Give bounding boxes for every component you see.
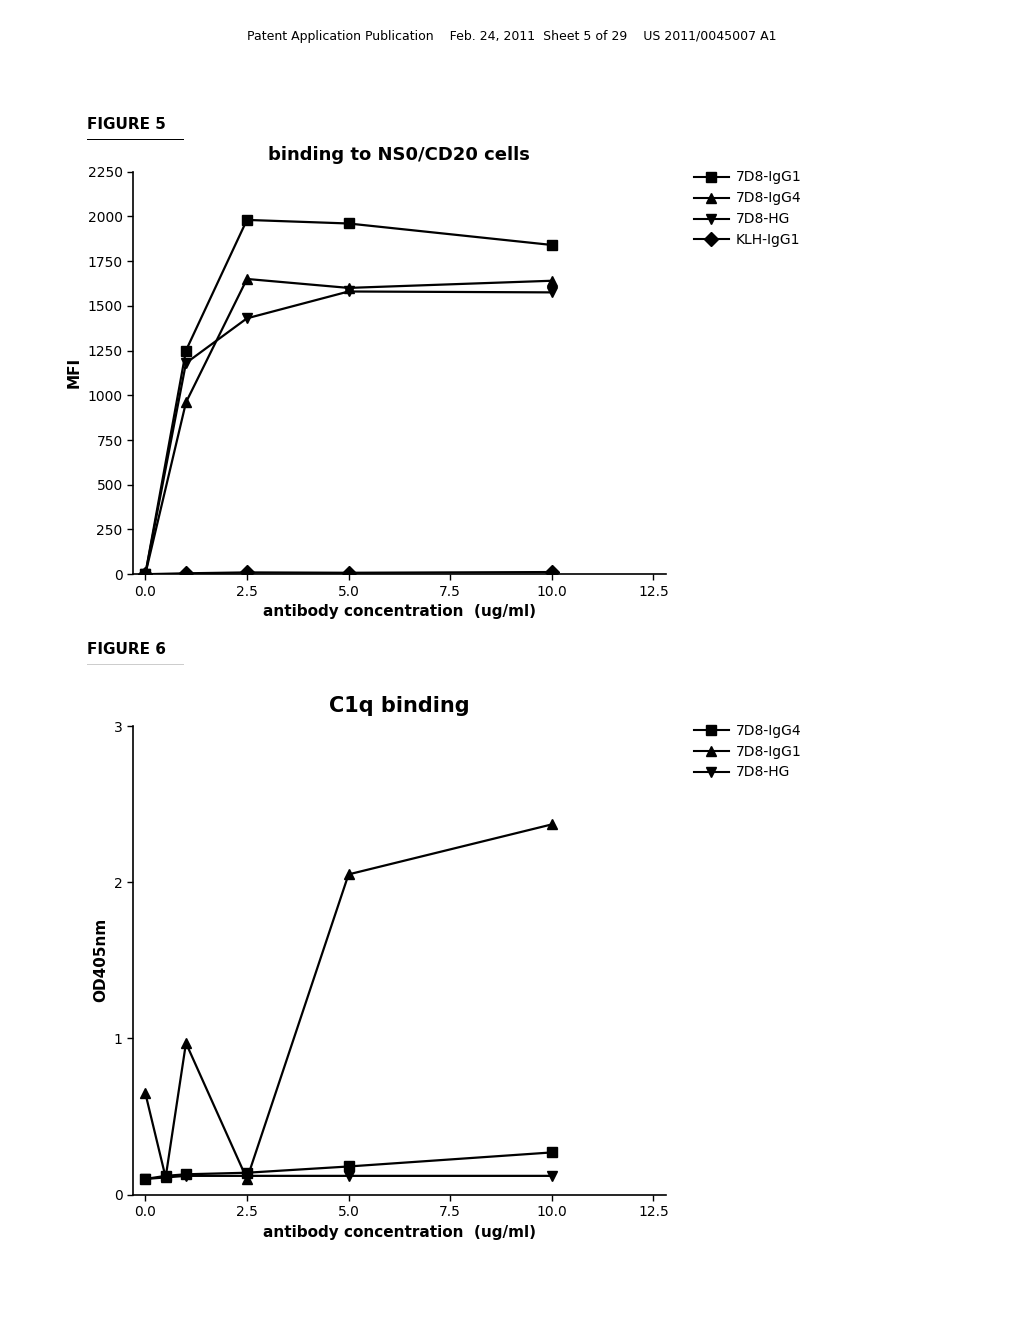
Y-axis label: MFI: MFI: [67, 358, 82, 388]
Text: FIGURE 6: FIGURE 6: [87, 643, 166, 657]
Title: binding to NS0/CD20 cells: binding to NS0/CD20 cells: [268, 147, 530, 165]
Legend: 7D8-IgG1, 7D8-IgG4, 7D8-HG, KLH-IgG1: 7D8-IgG1, 7D8-IgG4, 7D8-HG, KLH-IgG1: [694, 170, 801, 247]
Title: C1q binding: C1q binding: [329, 696, 470, 717]
X-axis label: antibody concentration  (ug/ml): antibody concentration (ug/ml): [263, 605, 536, 619]
Text: FIGURE 5: FIGURE 5: [87, 117, 166, 132]
Text: Patent Application Publication    Feb. 24, 2011  Sheet 5 of 29    US 2011/004500: Patent Application Publication Feb. 24, …: [247, 30, 777, 44]
Y-axis label: OD405nm: OD405nm: [93, 919, 109, 1002]
X-axis label: antibody concentration  (ug/ml): antibody concentration (ug/ml): [263, 1225, 536, 1239]
Legend: 7D8-IgG4, 7D8-IgG1, 7D8-HG: 7D8-IgG4, 7D8-IgG1, 7D8-HG: [694, 723, 801, 780]
